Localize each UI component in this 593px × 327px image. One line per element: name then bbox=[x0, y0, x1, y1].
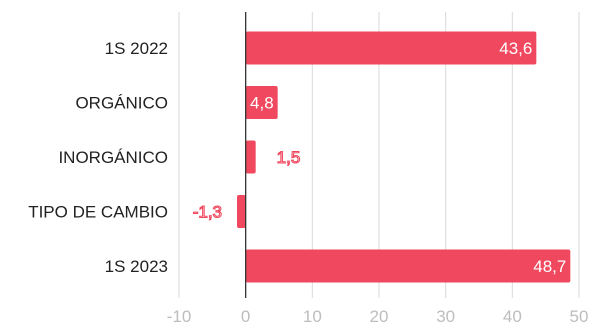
bar-0 bbox=[245, 31, 537, 65]
value-labels: 43,6 4,8 1,5 -1,3 48,7 bbox=[192, 39, 566, 276]
x-tick-label: 0 bbox=[241, 307, 250, 326]
value-label: -1,3 bbox=[193, 203, 222, 222]
value-label: 43,6 bbox=[499, 39, 532, 58]
x-tick-label: 20 bbox=[370, 307, 389, 326]
x-tick-label: 10 bbox=[303, 307, 322, 326]
bar-3 bbox=[237, 195, 246, 228]
bars bbox=[237, 31, 571, 283]
category-labels: 1S 2022 ORGÁNICO INORGÁNICO TIPO DE CAMBIO 1… bbox=[28, 39, 168, 276]
category-label: INORGÁNICO bbox=[58, 148, 168, 167]
category-label: 1S 2023 bbox=[105, 257, 168, 276]
category-label: 1S 2022 bbox=[105, 39, 168, 58]
x-tick-label: -10 bbox=[167, 307, 192, 326]
value-label: 4,8 bbox=[250, 94, 274, 113]
x-tick-label: 50 bbox=[570, 307, 589, 326]
category-label: ORGÁNICO bbox=[75, 94, 168, 113]
x-tick-labels: -10 0 10 20 30 40 50 bbox=[167, 307, 589, 326]
category-label: TIPO DE CAMBIO bbox=[28, 203, 168, 222]
x-tick-label: 40 bbox=[503, 307, 522, 326]
bar-1 bbox=[245, 86, 278, 119]
x-tick-label: 30 bbox=[436, 307, 455, 326]
value-label: 48,7 bbox=[533, 257, 566, 276]
value-label: 1,5 bbox=[277, 148, 301, 167]
bar-2 bbox=[245, 140, 256, 174]
bar-4 bbox=[245, 249, 571, 283]
